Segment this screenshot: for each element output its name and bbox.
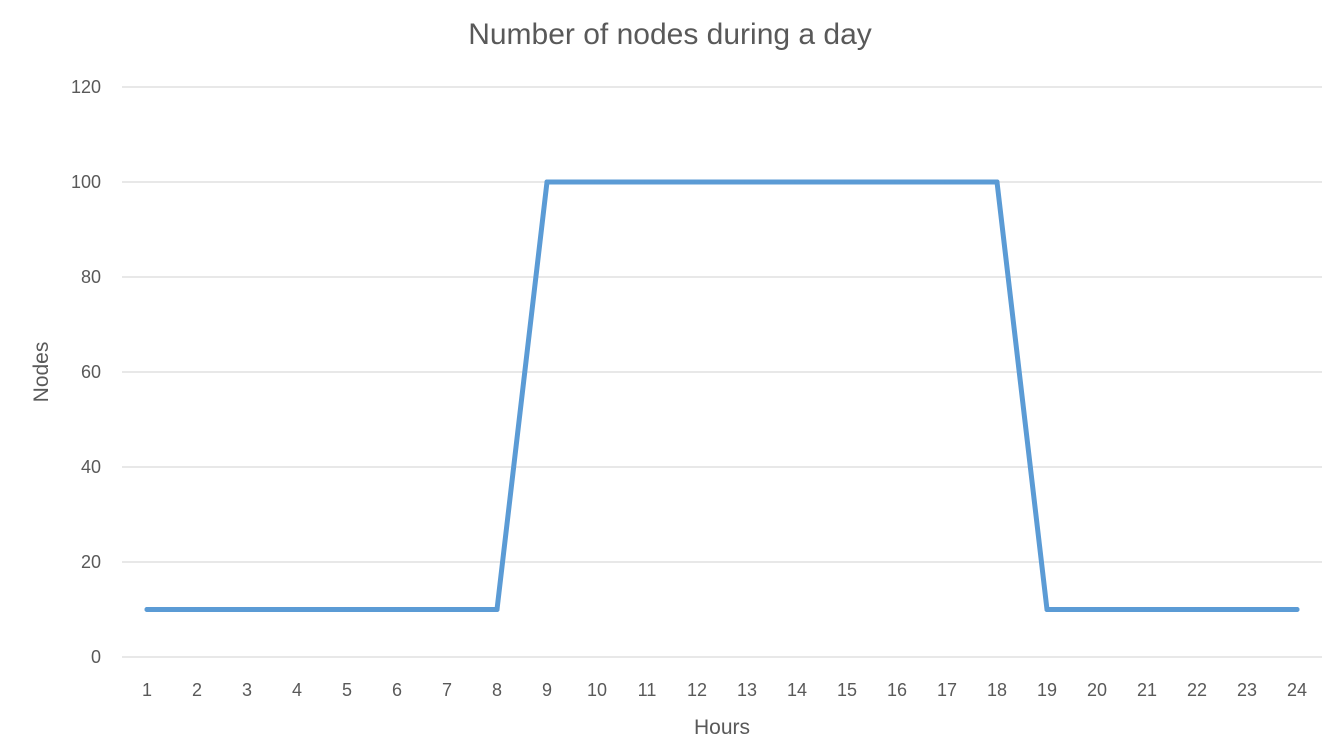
x-tick-label: 5	[342, 680, 352, 700]
x-tick-label: 8	[492, 680, 502, 700]
series-layer	[144, 179, 1300, 612]
data-point	[694, 179, 700, 185]
x-tick-label: 24	[1287, 680, 1307, 700]
data-point	[894, 179, 900, 185]
x-tick-label: 12	[687, 680, 707, 700]
x-tick-label: 17	[937, 680, 957, 700]
x-tick-label: 21	[1137, 680, 1157, 700]
y-tick-label: 20	[81, 552, 101, 572]
x-tick-label: 3	[242, 680, 252, 700]
x-axis-title: Hours	[694, 716, 750, 739]
x-tick-label: 13	[737, 680, 757, 700]
x-tick-label: 10	[587, 680, 607, 700]
y-axis-title: Nodes	[30, 342, 53, 403]
data-point	[944, 179, 950, 185]
data-point	[444, 607, 450, 612]
series-line	[144, 179, 1300, 612]
data-point	[294, 607, 300, 612]
x-tick-label: 9	[542, 680, 552, 700]
gridlines	[122, 86, 1322, 658]
data-point	[844, 179, 850, 185]
x-tick-label: 23	[1237, 680, 1257, 700]
data-point	[1144, 607, 1150, 612]
data-point	[1094, 607, 1100, 612]
x-tick-label: 1	[142, 680, 152, 700]
data-point	[594, 179, 600, 185]
data-point	[194, 607, 200, 612]
data-point	[494, 607, 500, 612]
x-tick-label: 22	[1187, 680, 1207, 700]
data-point	[1294, 607, 1300, 612]
x-tick-label: 18	[987, 680, 1007, 700]
data-point	[344, 607, 350, 612]
y-axis-ticks: 0 20 40 60 80 100 120	[71, 77, 101, 667]
x-tick-label: 4	[292, 680, 302, 700]
data-point	[1044, 607, 1050, 612]
x-tick-label: 19	[1037, 680, 1057, 700]
data-point	[144, 607, 150, 612]
x-tick-label: 15	[837, 680, 857, 700]
y-tick-label: 0	[91, 647, 101, 667]
data-point	[1244, 607, 1250, 612]
x-tick-label: 16	[887, 680, 907, 700]
data-point	[794, 179, 800, 185]
data-point	[744, 179, 750, 185]
data-point	[1194, 607, 1200, 612]
data-point	[394, 607, 400, 612]
x-tick-label: 6	[392, 680, 402, 700]
x-tick-label: 11	[638, 680, 657, 700]
x-tick-label: 7	[442, 680, 452, 700]
x-tick-label: 14	[787, 680, 807, 700]
y-tick-label: 120	[71, 77, 101, 97]
x-tick-label: 2	[192, 680, 202, 700]
data-point	[644, 179, 650, 185]
y-tick-label: 60	[81, 362, 101, 382]
y-tick-label: 100	[71, 172, 101, 192]
x-tick-label: 20	[1087, 680, 1107, 700]
chart-title: Number of nodes during a day	[468, 18, 872, 51]
data-point	[244, 607, 250, 612]
y-tick-label: 40	[81, 457, 101, 477]
data-point	[544, 179, 550, 185]
data-point	[994, 179, 1000, 185]
y-tick-label: 80	[81, 267, 101, 287]
x-axis-ticks: 1 2 3 4 5 6 7 8 9 10 11 12 13 14 15 16 17 18 19 20 21 22 23 24	[142, 680, 1307, 700]
